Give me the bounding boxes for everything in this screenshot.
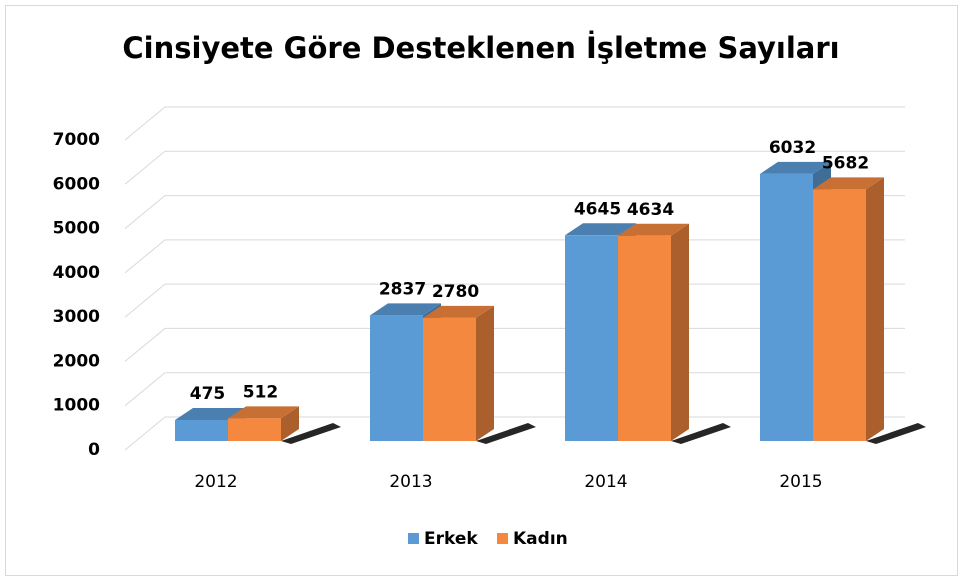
bar-side — [866, 177, 884, 441]
bar-front — [175, 419, 228, 441]
value-label: 475 — [190, 384, 226, 404]
bar-side — [476, 305, 494, 441]
bar-top — [565, 223, 636, 236]
y-tick-label: 0 — [88, 440, 100, 460]
bar-front — [760, 173, 813, 441]
bar — [228, 406, 299, 441]
y-tick-label: 6000 — [53, 174, 100, 194]
bar-front — [565, 235, 618, 441]
legend-label: Kadın — [513, 529, 568, 549]
value-label: 512 — [243, 382, 279, 402]
grid-line — [124, 195, 905, 229]
y-tick-label: 2000 — [53, 351, 100, 371]
y-tick-label: 7000 — [53, 130, 100, 150]
bar-top — [813, 177, 884, 190]
bar — [813, 177, 884, 441]
bar-front — [370, 315, 423, 441]
x-tick-label: 2015 — [779, 472, 822, 492]
x-tick-label: 2013 — [389, 472, 432, 492]
bar-side — [671, 223, 689, 441]
legend-swatch — [497, 533, 508, 544]
bar-shadow — [476, 423, 536, 444]
x-tick-label: 2014 — [584, 472, 627, 492]
bar-top — [423, 305, 494, 318]
bar-top — [370, 303, 441, 316]
bar-shadow — [866, 423, 926, 444]
bar — [618, 223, 689, 441]
grid-line — [124, 106, 905, 141]
grid-line — [124, 150, 905, 185]
value-label: 6032 — [769, 138, 816, 158]
value-label: 2780 — [432, 282, 479, 302]
y-tick-label: 5000 — [53, 219, 100, 239]
bar-front — [228, 418, 281, 441]
bar — [423, 305, 494, 441]
bar-top — [618, 223, 689, 236]
bar-front — [618, 235, 671, 441]
legend-swatch — [408, 533, 419, 544]
bar-top — [175, 407, 246, 420]
bar-shadow — [281, 423, 341, 444]
y-tick-label: 3000 — [53, 307, 100, 327]
bar-top — [760, 161, 831, 174]
value-label: 2837 — [379, 279, 426, 299]
bar-front — [423, 317, 476, 441]
value-label: 5682 — [822, 153, 869, 173]
value-label: 4634 — [627, 200, 674, 220]
bar-shadow — [671, 423, 731, 444]
y-tick-label: 1000 — [53, 396, 100, 416]
y-tick-label: 4000 — [53, 263, 100, 283]
bar-front — [813, 189, 866, 441]
value-label: 4645 — [574, 199, 621, 219]
x-tick-label: 2012 — [194, 472, 237, 492]
bar-side — [281, 406, 299, 441]
chart-title: Cinsiyete Göre Desteklenen İşletme Sayıl… — [122, 31, 839, 65]
legend-label: Erkek — [424, 529, 478, 549]
bar-top — [228, 406, 299, 419]
